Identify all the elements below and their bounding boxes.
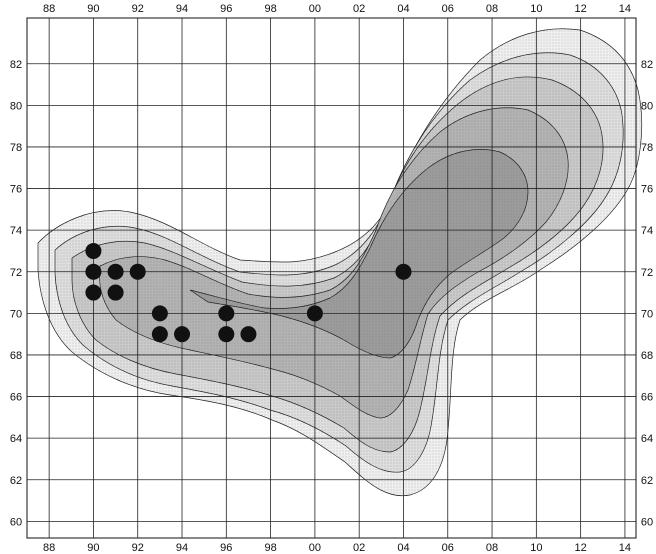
top-tick-label: 14: [619, 3, 631, 15]
right-tick-label: 66: [641, 392, 653, 404]
bottom-tick-label: 10: [530, 542, 542, 554]
record-dot: [151, 326, 168, 343]
record-dot: [218, 305, 235, 322]
top-tick-label: 96: [220, 3, 232, 15]
right-tick-label: 80: [641, 100, 653, 112]
bottom-tick-label: 08: [486, 542, 498, 554]
right-tick-label: 74: [641, 225, 653, 237]
bottom-tick-label: 96: [220, 542, 232, 554]
record-dots: [85, 242, 412, 343]
record-dot: [85, 242, 102, 259]
bottom-tick-label: 12: [575, 542, 587, 554]
left-tick-label: 78: [10, 142, 22, 154]
top-tick-label: 04: [397, 3, 409, 15]
left-tick-label: 76: [10, 184, 22, 196]
record-dot: [85, 284, 102, 301]
right-tick-label: 76: [641, 184, 653, 196]
record-dot: [218, 326, 235, 343]
left-tick-label: 64: [10, 433, 22, 445]
left-tick-label: 82: [10, 59, 22, 71]
left-tick-label: 62: [10, 475, 22, 487]
grid-labels: 88 90 92 94 96 98 00 02 04 06 08 10 12 14 88 90 92 94 96 98…: [10, 3, 653, 554]
bottom-tick-label: 04: [397, 542, 409, 554]
right-tick-label: 78: [641, 142, 653, 154]
record-dot: [107, 263, 124, 280]
top-tick-label: 94: [176, 3, 188, 15]
left-tick-label: 66: [10, 392, 22, 404]
bottom-tick-label: 92: [132, 542, 144, 554]
top-tick-label: 98: [264, 3, 276, 15]
top-tick-label: 08: [486, 3, 498, 15]
left-tick-label: 68: [10, 350, 22, 362]
right-tick-label: 64: [641, 433, 653, 445]
right-tick-label: 82: [641, 59, 653, 71]
left-tick-label: 70: [10, 308, 22, 320]
top-tick-label: 06: [442, 3, 454, 15]
record-dot: [129, 263, 146, 280]
left-tick-label: 60: [10, 516, 22, 528]
left-tick-label: 72: [10, 267, 22, 279]
right-tick-label: 70: [641, 308, 653, 320]
right-tick-label: 72: [641, 267, 653, 279]
record-dot: [395, 263, 412, 280]
top-tick-label: 02: [353, 3, 365, 15]
top-tick-label: 12: [575, 3, 587, 15]
bottom-tick-label: 94: [176, 542, 188, 554]
island-shading: [37, 28, 643, 497]
record-dot: [107, 284, 124, 301]
record-dot: [85, 263, 102, 280]
record-dot: [306, 305, 323, 322]
map-frame: [26, 17, 637, 539]
right-tick-label: 60: [641, 516, 653, 528]
bottom-tick-label: 98: [264, 542, 276, 554]
top-tick-label: 10: [530, 3, 542, 15]
bottom-tick-label: 00: [309, 542, 321, 554]
top-tick-label: 88: [43, 3, 55, 15]
bottom-tick-label: 14: [619, 542, 631, 554]
top-tick-label: 90: [87, 3, 99, 15]
right-tick-label: 68: [641, 350, 653, 362]
record-dot: [151, 305, 168, 322]
bottom-tick-label: 88: [43, 542, 55, 554]
left-tick-label: 80: [10, 100, 22, 112]
right-tick-label: 62: [641, 475, 653, 487]
bottom-tick-label: 90: [87, 542, 99, 554]
record-dot: [174, 326, 191, 343]
bottom-tick-label: 02: [353, 542, 365, 554]
top-tick-label: 92: [132, 3, 144, 15]
bottom-tick-label: 06: [442, 542, 454, 554]
top-tick-label: 00: [309, 3, 321, 15]
left-tick-label: 74: [10, 225, 22, 237]
record-dot: [240, 326, 257, 343]
stipple-overlay: [38, 28, 642, 496]
